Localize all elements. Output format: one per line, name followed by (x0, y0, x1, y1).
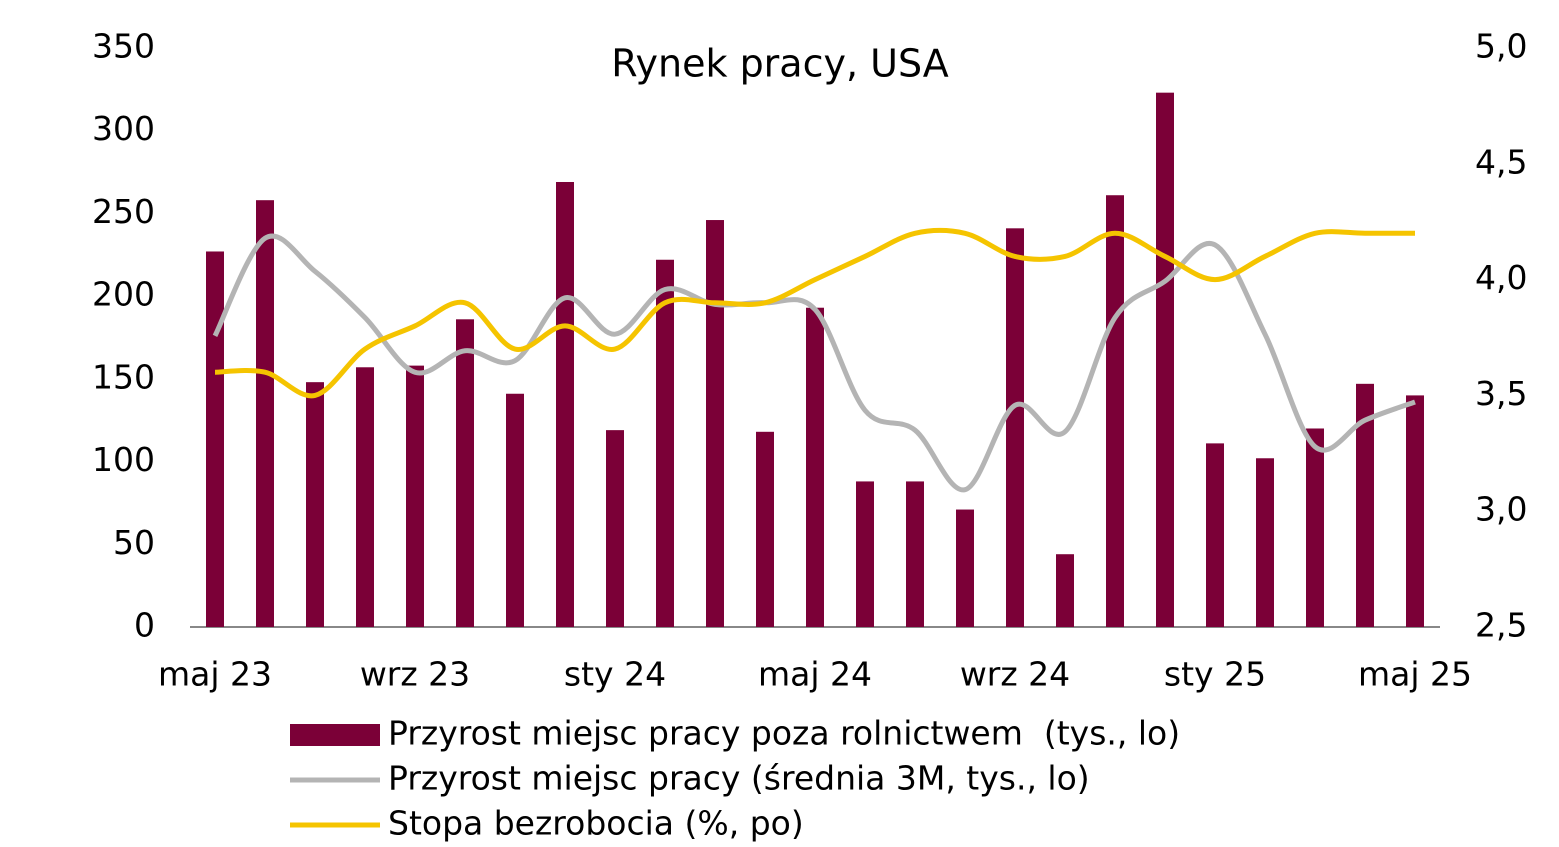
legend-swatch (290, 724, 380, 746)
bar (206, 251, 224, 627)
bar (1306, 428, 1324, 627)
bar (606, 430, 624, 627)
bar (806, 307, 824, 627)
x-tick-label: wrz 23 (360, 655, 470, 694)
y-tick-label: 300 (92, 109, 155, 148)
x-tick-label: maj 25 (1358, 655, 1472, 694)
bar (256, 200, 274, 628)
bar (456, 319, 474, 627)
x-tick-label: wrz 24 (960, 655, 1070, 694)
y-tick-label: 250 (92, 192, 155, 231)
y-tick-label: 100 (92, 440, 155, 479)
legend-label: Przyrost miejsc pracy poza rolnictwem (t… (388, 714, 1180, 753)
bar (506, 393, 524, 627)
y2-tick-label: 3,5 (1475, 374, 1527, 413)
bar (356, 367, 374, 627)
bar (1206, 443, 1224, 627)
bar (1406, 395, 1424, 627)
bar (956, 509, 974, 627)
bar (656, 259, 674, 627)
bar (1106, 195, 1124, 627)
x-tick-label: sty 24 (564, 655, 666, 694)
y-tick-label: 350 (92, 27, 155, 66)
y-tick-label: 50 (113, 523, 155, 562)
y-tick-label: 150 (92, 357, 155, 396)
legend-label: Stopa bezrobocia (%, po) (388, 804, 804, 843)
y-tick-label: 0 (134, 606, 155, 645)
x-tick-label: maj 24 (758, 655, 872, 694)
bar (856, 481, 874, 627)
bar (906, 481, 924, 627)
y2-tick-label: 3,0 (1475, 490, 1527, 529)
chart-title: Rynek pracy, USA (611, 42, 949, 86)
y2-tick-label: 2,5 (1475, 606, 1527, 645)
y2-tick-label: 4,5 (1475, 142, 1527, 181)
x-tick-label: maj 23 (158, 655, 272, 694)
bar (1256, 458, 1274, 627)
bar (1056, 554, 1074, 627)
bar (706, 220, 724, 627)
y-tick-label: 200 (92, 275, 155, 314)
bar (756, 431, 774, 627)
line (214, 227, 1415, 399)
bar (556, 181, 574, 628)
x-tick-label: sty 25 (1164, 655, 1266, 694)
y2-tick-label: 4,0 (1475, 258, 1527, 297)
bar (1156, 92, 1174, 627)
bar (406, 365, 424, 627)
bar (1356, 383, 1374, 627)
legend-label: Przyrost miejsc pracy (średnia 3M, tys.,… (388, 759, 1090, 798)
y2-tick-label: 5,0 (1475, 27, 1527, 66)
bar (1006, 228, 1024, 627)
line (212, 233, 1416, 493)
bar (306, 382, 324, 627)
